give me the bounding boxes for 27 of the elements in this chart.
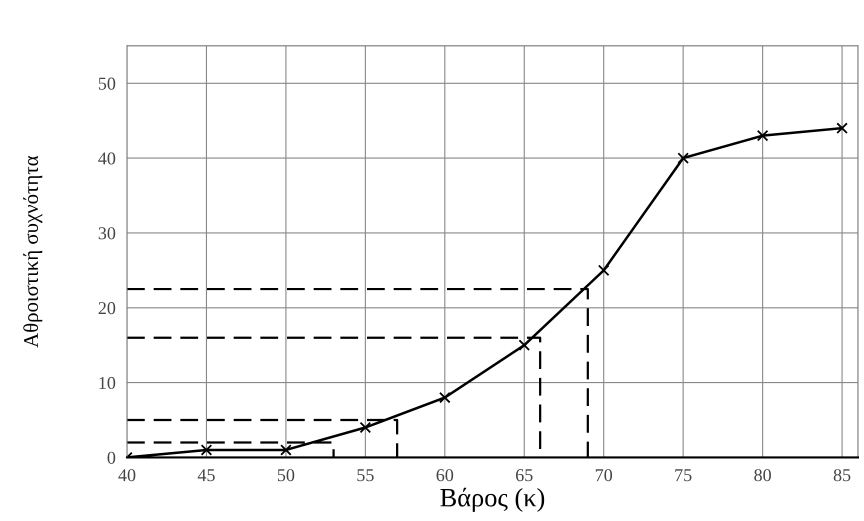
point bbox=[200, 444, 212, 456]
point bbox=[756, 130, 768, 142]
x-tick-label: 45 bbox=[198, 469, 215, 482]
x-tick-label: 85 bbox=[834, 469, 850, 482]
x-axis-title: Βάρος (κ) bbox=[440, 488, 544, 512]
point bbox=[677, 152, 689, 164]
x-tick-label: 80 bbox=[754, 469, 771, 482]
y-tick-label: 50 bbox=[98, 78, 116, 90]
y-tick-label: 30 bbox=[98, 227, 116, 240]
y-tick-label: 20 bbox=[98, 302, 116, 314]
x-tick-label: 55 bbox=[357, 469, 374, 482]
x-tick-label: 50 bbox=[278, 469, 294, 482]
x-tick-label: 70 bbox=[596, 469, 612, 482]
y-tick-label: 10 bbox=[99, 376, 116, 390]
point bbox=[836, 122, 848, 134]
x-tick-label: 60 bbox=[436, 469, 454, 482]
x-tick-label: 65 bbox=[516, 469, 533, 482]
point bbox=[280, 444, 292, 456]
point bbox=[518, 339, 530, 351]
y-tick-label: 40 bbox=[98, 152, 116, 165]
x-tick-label: 75 bbox=[675, 469, 692, 482]
y-axis-title: Αθροιστική συχνότητα bbox=[23, 156, 42, 348]
point bbox=[439, 392, 451, 404]
point bbox=[360, 422, 372, 434]
y-tick-label: 0 bbox=[108, 452, 116, 464]
point bbox=[598, 264, 610, 276]
x-tick-label: 40 bbox=[118, 469, 136, 482]
